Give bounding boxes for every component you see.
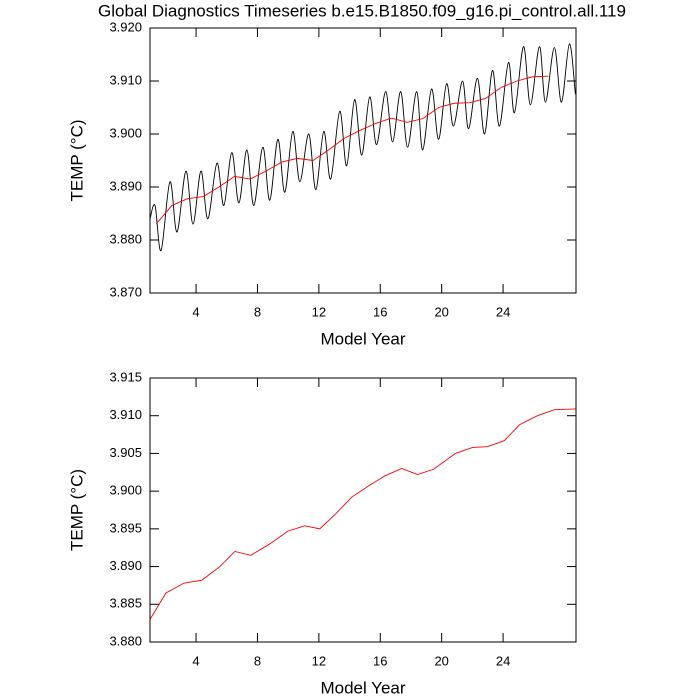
x-tick-label: 20 xyxy=(434,304,448,319)
plot-frame xyxy=(149,27,577,294)
y-tick-label: 3.870 xyxy=(109,284,142,299)
x-axis-title: Model Year xyxy=(320,329,405,348)
x-tick-label: 16 xyxy=(373,653,387,668)
y-tick-label: 3.920 xyxy=(109,19,142,34)
x-axis-title: Model Year xyxy=(320,678,405,697)
data-line xyxy=(155,75,549,225)
x-tick-label: 24 xyxy=(496,653,510,668)
data-line xyxy=(149,408,576,620)
y-tick-label: 3.910 xyxy=(109,72,142,87)
x-tick-label: 24 xyxy=(496,304,510,319)
x-tick-label: 12 xyxy=(312,653,326,668)
y-tick-label: 3.915 xyxy=(109,369,142,384)
x-tick-label: 16 xyxy=(373,304,387,319)
y-tick-label: 3.900 xyxy=(109,483,142,498)
y-tick-label: 3.885 xyxy=(109,596,142,611)
x-tick-label: 4 xyxy=(192,304,199,319)
y-tick-label: 3.890 xyxy=(109,178,142,193)
plot-frame xyxy=(149,377,577,643)
y-tick-label: 3.895 xyxy=(109,520,142,535)
y-tick-label: 3.900 xyxy=(109,125,142,140)
y-tick-label: 3.890 xyxy=(109,558,142,573)
y-axis-title: TEMP (°C) xyxy=(67,119,86,201)
x-tick-label: 12 xyxy=(312,304,326,319)
data-line xyxy=(149,43,576,252)
x-tick-label: 4 xyxy=(192,653,199,668)
y-axis-title: TEMP (°C) xyxy=(67,469,86,551)
y-tick-label: 3.880 xyxy=(109,231,142,246)
x-tick-label: 20 xyxy=(434,653,448,668)
y-tick-label: 3.910 xyxy=(109,407,142,422)
x-tick-label: 8 xyxy=(254,653,261,668)
y-tick-label: 3.880 xyxy=(109,633,142,648)
figure-title: Global Diagnostics Timeseries b.e15.B185… xyxy=(98,1,626,20)
y-tick-label: 3.905 xyxy=(109,445,142,460)
x-tick-label: 8 xyxy=(254,304,261,319)
